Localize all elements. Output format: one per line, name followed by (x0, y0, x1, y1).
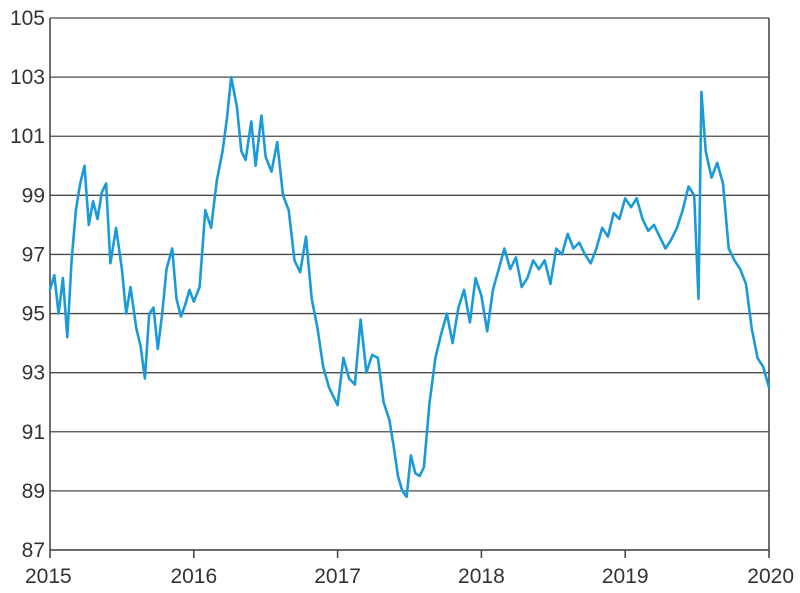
y-tick-label: 89 (22, 480, 45, 503)
y-axis-tick-labels: 87 89 91 93 95 97 99 101 103 105 (10, 7, 45, 562)
x-tick-label: 2019 (602, 565, 649, 588)
x-tick-label: 2015 (25, 565, 72, 588)
y-tick-label: 97 (22, 243, 45, 266)
y-tick-label: 99 (22, 184, 45, 207)
x-tick-label: 2020 (747, 565, 794, 588)
x-axis-tick-labels: 2015 2016 2017 2018 2019 2020 (25, 565, 794, 588)
x-tick-label: 2017 (314, 565, 361, 588)
y-tick-label: 101 (10, 125, 45, 148)
y-tick-label: 105 (10, 7, 45, 30)
series-group (48, 75, 771, 499)
axes (49, 18, 770, 558)
x-tick-label: 2018 (458, 565, 505, 588)
y-tick-label: 103 (10, 66, 45, 89)
y-tick-label: 91 (22, 421, 45, 444)
y-tick-label: 87 (22, 539, 45, 562)
x-tick-label: 2016 (170, 565, 217, 588)
y-tick-label: 95 (22, 303, 45, 326)
series-line-0 (48, 75, 771, 499)
y-tick-label: 93 (22, 362, 45, 385)
